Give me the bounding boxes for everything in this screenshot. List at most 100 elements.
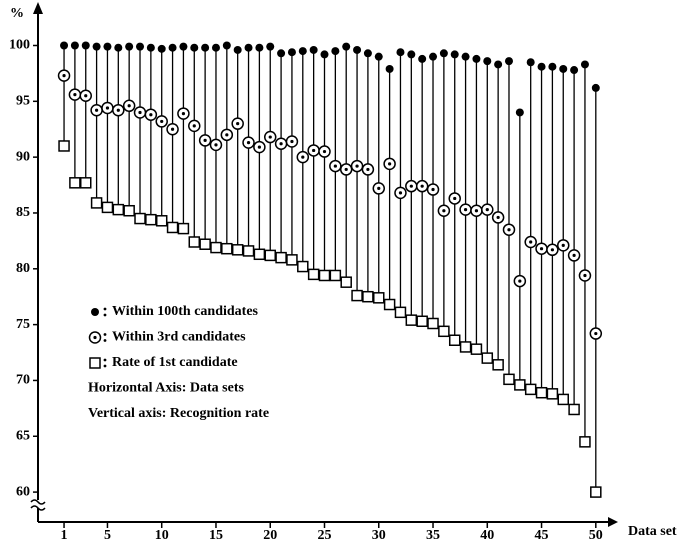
- point-dot: [116, 108, 120, 112]
- point: [157, 44, 166, 53]
- legend-colon: [103, 364, 107, 368]
- point: [407, 50, 416, 59]
- point: [383, 298, 396, 311]
- point: [373, 292, 385, 304]
- point: [331, 47, 340, 56]
- point-dot: [84, 94, 88, 98]
- point-dot: [322, 149, 327, 154]
- legend-label: Within 3rd candidates: [112, 330, 246, 345]
- legend-colon: [103, 307, 107, 311]
- point: [416, 315, 428, 328]
- point: [418, 54, 427, 63]
- point: [557, 393, 569, 406]
- point-dot: [529, 240, 533, 244]
- point: [318, 145, 331, 158]
- point-dot: [474, 209, 479, 213]
- point: [264, 249, 276, 262]
- point: [263, 130, 277, 144]
- x-tick-label: 1: [61, 528, 68, 543]
- point: [524, 383, 537, 396]
- point: [133, 106, 147, 119]
- point: [166, 221, 179, 234]
- point-dot: [561, 243, 565, 247]
- point: [437, 204, 451, 217]
- point: [285, 135, 299, 148]
- legend-label: Within 100th candidates: [112, 304, 259, 319]
- legend-marker: [91, 308, 99, 316]
- point: [483, 57, 492, 66]
- point: [568, 403, 580, 416]
- point: [211, 43, 220, 52]
- point: [415, 179, 429, 193]
- point: [329, 269, 342, 282]
- x-tick-label: 40: [480, 528, 494, 543]
- point: [342, 42, 351, 51]
- point: [92, 42, 101, 51]
- point: [405, 179, 418, 193]
- point: [253, 248, 266, 261]
- point: [439, 49, 448, 58]
- point: [450, 50, 459, 59]
- point: [210, 241, 222, 254]
- point: [438, 325, 450, 338]
- point: [426, 183, 440, 196]
- point: [502, 223, 516, 236]
- point: [461, 52, 470, 61]
- point: [546, 243, 559, 257]
- point: [351, 289, 363, 302]
- point: [470, 204, 483, 217]
- x-tick-label: 30: [372, 528, 386, 543]
- point-dot: [127, 104, 131, 108]
- point: [209, 138, 223, 152]
- legend-label: Rate of 1st candidate: [112, 355, 238, 370]
- point: [459, 341, 472, 353]
- y-tick-label: 65: [16, 428, 30, 443]
- point: [266, 42, 275, 51]
- legend-colon: [103, 339, 107, 342]
- point: [90, 197, 103, 209]
- point: [242, 245, 255, 257]
- legend-colon: [103, 333, 107, 336]
- point: [69, 177, 81, 189]
- point: [491, 211, 505, 224]
- point: [318, 269, 331, 282]
- point: [220, 128, 234, 142]
- point: [222, 41, 231, 50]
- point: [340, 276, 352, 288]
- point: [253, 140, 266, 154]
- point: [470, 343, 483, 355]
- point: [383, 157, 396, 171]
- point: [198, 134, 212, 147]
- point: [166, 122, 179, 136]
- point: [122, 99, 136, 113]
- point: [114, 43, 123, 52]
- point: [307, 268, 320, 281]
- legend-marker-dot: [93, 335, 97, 340]
- point: [374, 52, 383, 61]
- point: [70, 41, 79, 50]
- point-dot: [442, 209, 446, 213]
- point: [513, 274, 527, 288]
- point: [188, 236, 201, 248]
- point: [201, 43, 210, 52]
- y-tick-label: 100: [9, 38, 30, 53]
- y-tick-label: 90: [16, 149, 30, 164]
- note: Vertical axis: Recognition rate: [88, 406, 269, 421]
- x-tick-label: 45: [535, 528, 549, 543]
- point: [427, 317, 439, 330]
- point-dot: [539, 247, 544, 251]
- point: [361, 163, 375, 176]
- point: [103, 42, 112, 51]
- point-dot: [550, 248, 554, 252]
- point: [177, 222, 190, 235]
- point: [494, 60, 503, 69]
- point: [125, 42, 134, 51]
- point: [60, 41, 69, 50]
- y-tick-label: 95: [16, 94, 30, 109]
- point-dot: [160, 119, 164, 124]
- point: [221, 242, 233, 255]
- point: [179, 42, 188, 51]
- legend-marker: [89, 357, 101, 369]
- point: [190, 43, 199, 52]
- x-tick-label: 5: [104, 528, 111, 543]
